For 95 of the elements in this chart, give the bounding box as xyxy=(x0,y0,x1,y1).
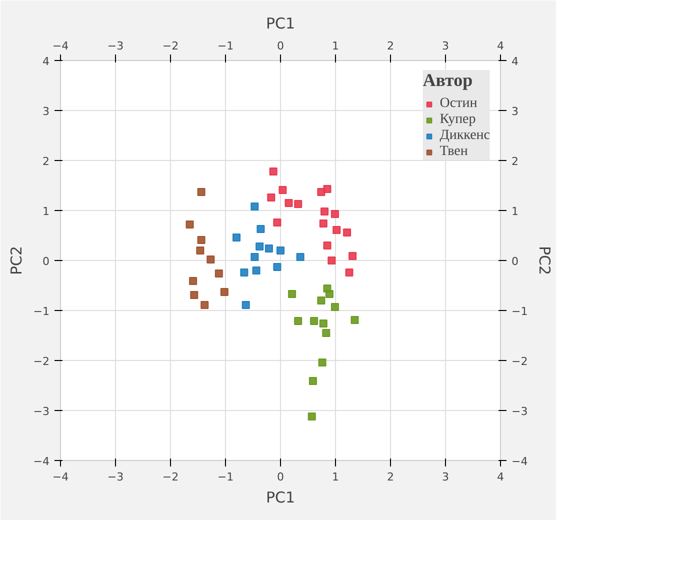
x-tick-label: 2 xyxy=(387,40,394,52)
point xyxy=(325,290,334,298)
point xyxy=(250,202,259,210)
point xyxy=(322,329,330,337)
point xyxy=(308,412,316,420)
point xyxy=(348,252,357,260)
point xyxy=(318,358,326,366)
point xyxy=(189,277,198,285)
point xyxy=(319,220,328,228)
point xyxy=(345,268,354,276)
y-tick-label: −4 xyxy=(33,455,50,468)
y-tick-label: 3 xyxy=(42,105,50,118)
y2-tick-label: −3 xyxy=(512,405,528,418)
point xyxy=(267,194,276,202)
point xyxy=(319,320,328,328)
point xyxy=(284,199,293,207)
y-tick-label: 1 xyxy=(42,205,50,218)
x2-tick-label: −4 xyxy=(52,470,69,484)
point xyxy=(200,301,209,309)
point xyxy=(190,291,198,299)
x2-tick-label: 3 xyxy=(442,470,449,484)
point xyxy=(250,253,259,261)
point xyxy=(273,218,282,226)
y-tick-label: 0 xyxy=(42,255,50,268)
y-tick-label: −2 xyxy=(33,355,50,368)
point xyxy=(273,263,282,271)
y2-tick-label: 3 xyxy=(512,105,518,118)
y2-tick-label: −2 xyxy=(512,355,528,368)
point xyxy=(186,220,194,228)
x-tick-label: 4 xyxy=(497,40,504,52)
point xyxy=(308,377,317,385)
point xyxy=(294,200,302,208)
y-tick-label: 4 xyxy=(42,55,50,68)
x2-axis-title: PC1 xyxy=(266,14,296,32)
point xyxy=(288,290,296,298)
point xyxy=(206,256,215,264)
legend-label: Остин xyxy=(440,96,478,112)
y-tick-label: −1 xyxy=(33,305,50,318)
x2-tick-label: −1 xyxy=(217,470,234,484)
point xyxy=(330,303,339,311)
y2-tick-label: 0 xyxy=(512,255,518,268)
x-tick-label: 3 xyxy=(442,40,449,52)
x-tick-label: 1 xyxy=(332,40,339,52)
x2-tick-label: 4 xyxy=(497,470,504,484)
point xyxy=(196,246,204,254)
point xyxy=(332,226,341,234)
point xyxy=(330,210,339,218)
y-axis-title: PC2 xyxy=(7,246,26,276)
y2-tick-label: 1 xyxy=(512,205,518,218)
point xyxy=(197,236,206,244)
y-tick-label: 2 xyxy=(42,155,50,168)
legend-title: Автор xyxy=(422,70,474,91)
x-axis-title: PC1 xyxy=(266,488,296,506)
x-tick-label: 0 xyxy=(277,40,284,52)
y2-tick-label: −1 xyxy=(512,305,528,318)
point xyxy=(269,168,278,176)
legend-label: Твен xyxy=(440,144,468,160)
x2-tick-label: 2 xyxy=(387,470,394,484)
x-tick-label: −4 xyxy=(52,40,69,52)
point xyxy=(256,225,265,233)
point xyxy=(240,268,248,276)
y2-axis-title: PC2 xyxy=(536,246,554,276)
point xyxy=(294,317,302,325)
point xyxy=(328,256,336,264)
y-tick-label: −3 xyxy=(33,405,50,418)
legend-label: Диккенс xyxy=(440,128,490,144)
point xyxy=(323,185,332,193)
point xyxy=(220,288,228,296)
point xyxy=(276,246,284,254)
x-tick-label: −3 xyxy=(107,40,124,52)
x2-tick-label: 0 xyxy=(277,470,284,484)
point xyxy=(323,242,332,250)
y2-tick-label: 4 xyxy=(512,55,518,68)
point xyxy=(242,301,250,309)
point xyxy=(317,296,326,304)
x2-tick-label: 1 xyxy=(332,470,339,484)
point xyxy=(350,316,359,324)
point xyxy=(256,242,264,250)
x2-tick-label: −3 xyxy=(107,470,124,484)
y2-tick-label: −4 xyxy=(512,455,528,468)
point xyxy=(343,228,352,236)
point xyxy=(264,244,273,252)
y2-tick-label: 2 xyxy=(512,155,518,168)
x-tick-label: −2 xyxy=(162,40,179,52)
point xyxy=(310,317,318,325)
x-tick-label: −1 xyxy=(217,40,234,52)
point xyxy=(296,253,304,261)
point xyxy=(320,208,328,216)
x2-tick-label: −2 xyxy=(162,470,179,484)
point xyxy=(232,234,240,242)
point xyxy=(278,186,287,194)
point xyxy=(214,270,223,278)
point xyxy=(252,266,260,274)
point xyxy=(197,188,206,196)
legend-label: Купер xyxy=(440,112,476,128)
